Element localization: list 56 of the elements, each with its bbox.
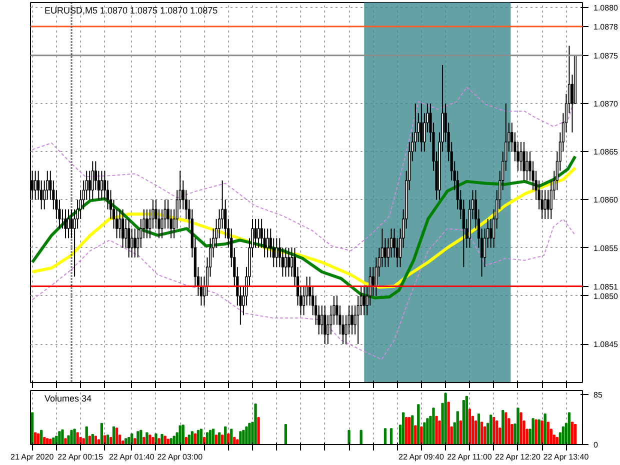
y-tick-label: 85 <box>594 390 603 400</box>
ref-line-label: 1.0851 <box>594 282 619 292</box>
candlestick <box>88 170 91 200</box>
candlestick <box>420 103 423 152</box>
candlestick <box>118 208 122 239</box>
candlestick <box>130 228 134 258</box>
candlestick <box>34 170 37 200</box>
y-tick-label: 1.0845 <box>594 340 619 350</box>
chart-title: Volumes 34 <box>44 394 92 404</box>
y-tick-label: 1.0870 <box>594 100 619 109</box>
candlestick <box>254 218 257 248</box>
x-tick-label: 21 Apr 2020 <box>10 452 54 462</box>
candlestick <box>128 218 130 258</box>
y-tick-label: 1.0855 <box>594 244 619 253</box>
candlestick <box>324 305 326 345</box>
candlestick <box>284 247 287 278</box>
y-tick-label: 1.0865 <box>594 148 619 157</box>
line-series <box>30 154 577 300</box>
candlestick <box>544 190 546 220</box>
y-tick-label: 0 <box>594 440 598 450</box>
candlestick <box>320 305 324 335</box>
candlestick <box>266 228 269 258</box>
ref-line-label: 1.0878 <box>594 22 619 32</box>
x-tick-label: 22 Apr 03:00 <box>157 452 204 462</box>
candlestick <box>134 228 136 258</box>
candlestick <box>362 286 366 316</box>
candlestick <box>64 208 67 239</box>
x-tick-label: 22 Apr 11:00 <box>447 452 492 462</box>
candlestick <box>257 218 260 248</box>
candlestick <box>489 218 492 248</box>
line-series <box>32 86 576 252</box>
x-tick-label: 22 Apr 09:40 <box>398 452 444 462</box>
candlestick <box>290 247 294 278</box>
candlestick <box>350 305 354 335</box>
candlestick <box>384 238 387 268</box>
candlestick <box>520 141 522 172</box>
candlestick <box>121 208 124 248</box>
candlestick <box>91 160 94 200</box>
y-tick-label: 1.0880 <box>594 3 619 12</box>
y-tick-label: 1.0860 <box>594 196 619 205</box>
x-tick-label: 22 Apr 01:40 <box>108 452 155 462</box>
candlestick <box>275 238 278 268</box>
candlestick <box>100 170 103 200</box>
x-tick-label: 22 Apr 12:20 <box>495 452 541 462</box>
candlestick <box>287 247 290 278</box>
line-series <box>32 218 576 360</box>
x-tick-label: 22 Apr 13:40 <box>543 452 590 462</box>
candlestick <box>522 141 526 181</box>
candlestick <box>526 151 528 181</box>
candlestick <box>146 208 148 239</box>
candlestick <box>124 218 128 248</box>
candlestick <box>546 190 550 220</box>
chart-title: EURUSD,M5 1.0870 1.0875 1.0870 1.0875 <box>44 6 218 16</box>
ref-line-label: 1.0875 <box>594 51 619 60</box>
y-tick-label: 1.0850 <box>594 292 619 301</box>
x-tick-label: 22 Apr 00:15 <box>58 452 104 462</box>
